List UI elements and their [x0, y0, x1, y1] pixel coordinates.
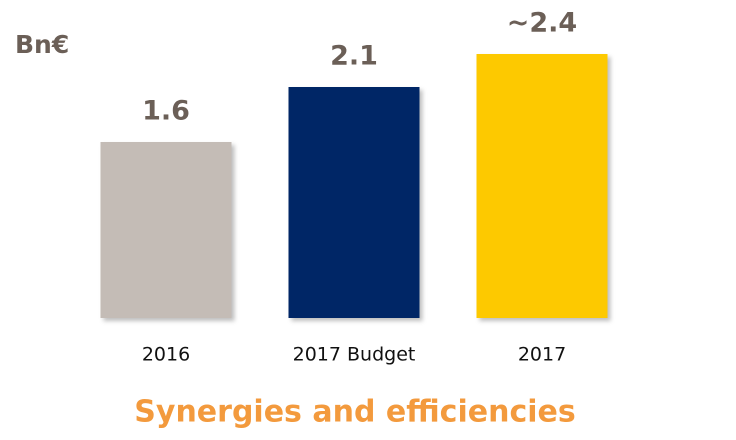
- value-label: ~2.4: [507, 8, 577, 39]
- value-label: 2.1: [330, 41, 378, 72]
- bar: [476, 54, 608, 318]
- value-label: 1.6: [142, 96, 190, 127]
- bar: [288, 87, 420, 318]
- unit-label: Bn€: [15, 30, 69, 59]
- chart-title: Synergies and efficiencies: [134, 395, 575, 430]
- bar: [100, 142, 232, 318]
- x-tick-label: 2016: [142, 344, 190, 366]
- x-tick-label: 2017 Budget: [293, 344, 416, 366]
- x-tick-label: 2017: [518, 344, 566, 366]
